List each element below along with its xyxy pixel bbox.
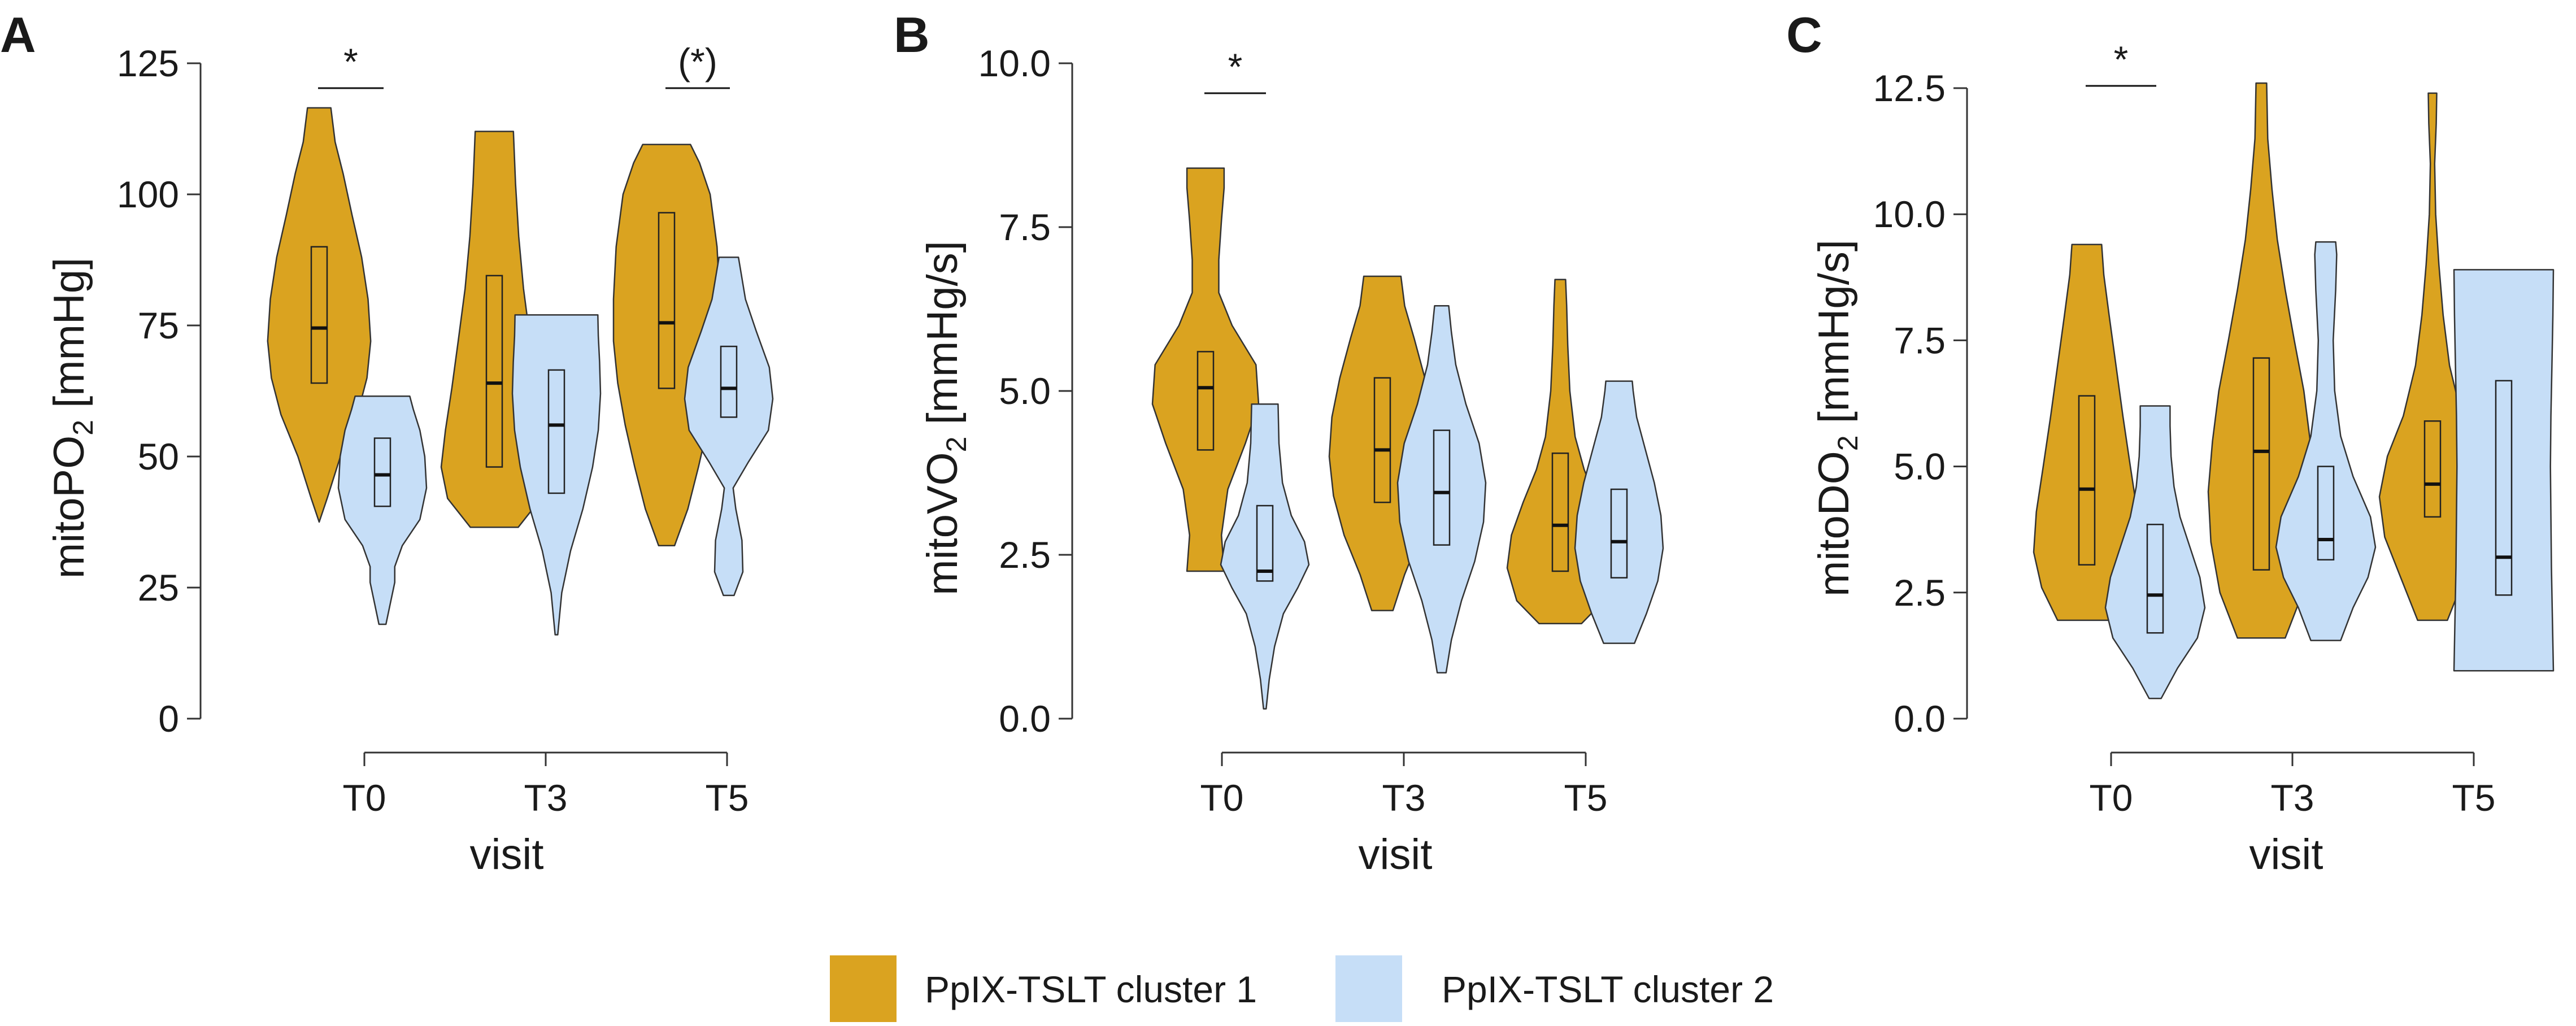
x-tick-label: T5	[1564, 777, 1607, 819]
y-tick-label: 25	[138, 567, 179, 608]
y-axis-title-main: mitoPO	[45, 436, 93, 579]
y-tick-label: 125	[117, 42, 179, 84]
box-t5-cluster-1	[658, 212, 676, 389]
panel-c: C mitoDO2 [mmHg/s] visit 0.0 2.5 5.0 7.5 10.…	[1786, 7, 2555, 879]
significance-label: (*)	[678, 41, 717, 82]
x-tick-label: T3	[524, 777, 567, 819]
y-tick-label: 75	[138, 305, 179, 346]
legend-label-cluster-2: PpIX-TSLT cluster 2	[1442, 968, 1774, 1010]
y-tick-label: 5.0	[999, 370, 1051, 412]
box-t3-cluster-1	[485, 275, 503, 468]
box-t3-cluster-1	[2252, 357, 2270, 571]
box-t5-cluster-2	[1610, 488, 1628, 579]
violin-t5-cluster-2	[1574, 380, 1664, 644]
box-t0-cluster-1	[310, 246, 328, 384]
x-axis-title: visit	[2249, 831, 2323, 879]
y-tick-label: 10.0	[978, 42, 1051, 84]
y-axis-title-main: mitoVO	[919, 452, 967, 595]
y-axis-title-main: mitoDO	[1810, 451, 1858, 597]
x-tick-label: T5	[705, 777, 749, 819]
y-tick-label: 12.5	[1873, 67, 1946, 109]
legend: PpIX-TSLT cluster 1 PpIX-TSLT cluster 2	[830, 955, 1774, 1022]
legend-swatch-cluster-2	[1335, 955, 1402, 1022]
x-tick-label: T0	[2089, 777, 2133, 819]
violin-t0-cluster-2	[337, 395, 428, 625]
panel-a: A mitoPO2 [mmHg] visit 0 25 50 75 100 125 T0 T3…	[0, 7, 774, 879]
violin-t3-cluster-2	[511, 314, 602, 636]
box-t0-cluster-2	[373, 437, 391, 507]
significance-label: *	[2114, 38, 2129, 80]
violin-t0-cluster-1	[267, 107, 372, 523]
box-t5-cluster-1	[2423, 420, 2442, 518]
y-axis-title-unit: [mmHg]	[45, 258, 93, 420]
y-axis-title-unit: [mmHg/s]	[919, 241, 967, 436]
legend-swatch-cluster-1	[830, 955, 897, 1022]
box-t5-cluster-2	[2495, 380, 2513, 596]
y-tick-label: 5.0	[1894, 446, 1946, 488]
significance-label: *	[1228, 46, 1243, 88]
y-axis-title-subscript: 2	[941, 437, 972, 453]
y-tick-label: 0.0	[999, 698, 1051, 740]
violin-t3-cluster-2	[2275, 241, 2377, 641]
y-tick-label: 10.0	[1873, 193, 1946, 235]
violin-t0-cluster-2	[1220, 403, 1310, 710]
x-axis-title: visit	[1359, 831, 1433, 879]
box-t5-cluster-2	[720, 345, 738, 418]
y-axis-title-unit: [mmHg/s]	[1810, 240, 1858, 435]
box-t0-cluster-2	[1256, 505, 1274, 582]
panel-b: B mitoVO2 [mmHg/s] visit 0.0 2.5 5.0 7.5 10.…	[894, 7, 1664, 879]
significance-label: *	[343, 41, 358, 82]
x-tick-label: T3	[2270, 777, 2314, 819]
box-t3-cluster-2	[2317, 466, 2335, 561]
y-axis-title: mitoDO2 [mmHg/s]	[1810, 240, 1864, 597]
box-t3-cluster-2	[547, 369, 565, 494]
violin-t0-cluster-2	[2104, 405, 2206, 699]
violin-t3-cluster-2	[1396, 305, 1487, 674]
x-tick-label: T3	[1382, 777, 1425, 819]
panel-letter: A	[0, 7, 36, 63]
x-axis-title: visit	[470, 831, 544, 879]
panel-letter: C	[1786, 7, 1822, 63]
violin-t5-cluster-2	[684, 256, 774, 597]
box-t3-cluster-1	[1373, 377, 1391, 503]
x-tick-label: T5	[2452, 777, 2495, 819]
y-axis-title: mitoVO2 [mmHg/s]	[919, 241, 972, 595]
box-t0-cluster-1	[2078, 395, 2096, 566]
box-t3-cluster-2	[1433, 429, 1451, 546]
y-tick-label: 7.5	[999, 206, 1051, 248]
y-axis-title: mitoPO2 [mmHg]	[45, 258, 99, 579]
box-t5-cluster-1	[1551, 452, 1569, 572]
box-t0-cluster-1	[1196, 351, 1215, 451]
y-tick-label: 100	[117, 173, 179, 215]
y-tick-label: 7.5	[1894, 319, 1946, 361]
y-axis-title-subscript: 2	[67, 420, 99, 436]
legend-label-cluster-1: PpIX-TSLT cluster 1	[925, 968, 1257, 1010]
y-tick-label: 0.0	[1894, 698, 1946, 740]
violin-t5-cluster-2	[2453, 269, 2555, 672]
y-tick-label: 50	[138, 436, 179, 477]
x-tick-label: T0	[342, 777, 386, 819]
y-axis-title-subscript: 2	[1832, 435, 1864, 451]
y-tick-label: 2.5	[1894, 572, 1946, 614]
x-tick-label: T0	[1200, 777, 1243, 819]
y-tick-label: 2.5	[999, 534, 1051, 576]
panel-letter: B	[894, 7, 930, 63]
box-t0-cluster-2	[2146, 524, 2164, 634]
y-tick-label: 0	[158, 698, 179, 740]
